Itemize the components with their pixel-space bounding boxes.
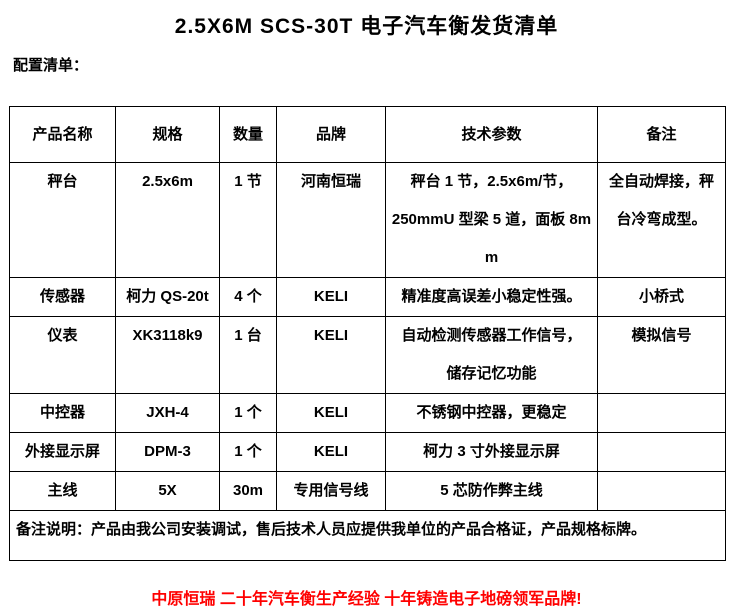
cell-product-name: 中控器 (9, 393, 116, 433)
cell-qty: 4 个 (219, 277, 277, 317)
cell-product-name: 传感器 (9, 277, 116, 317)
cell-params: 秤台 1 节，2.5x6m/节， 250mmU 型梁 5 道，面板 8mm (385, 162, 598, 278)
cell-spec: 柯力 QS-20t (115, 277, 220, 317)
cell-brand: 河南恒瑞 (276, 162, 386, 278)
header-row: 产品名称 规格 数量 品牌 技术参数 备注 (9, 106, 726, 163)
cell-spec: DPM-3 (115, 432, 220, 472)
cell-brand: KELI (276, 316, 386, 394)
cell-spec: XK3118k9 (115, 316, 220, 394)
brand-slogan: 中原恒瑞 二十年汽车衡生产经验 十年铸造电子地磅领军品牌! (151, 591, 582, 608)
footer-note: 备注说明：产品由我公司安装调试，售后技术人员应提供我单位的产品合格证，产品规格标… (9, 510, 726, 561)
column-header-params: 技术参数 (385, 106, 598, 163)
table-row: 中控器 JXH-4 1 个 KELI 不锈钢中控器，更稳定 (9, 393, 726, 433)
cell-product-name: 外接显示屏 (9, 432, 116, 472)
config-table: 产品名称 规格 数量 品牌 技术参数 备注 秤台 2.5x6m 1 节河南恒瑞 秤台 … (9, 106, 726, 561)
cell-note: 全自动焊接，秤 台冷弯成型。 (597, 162, 726, 278)
cell-qty: 1 个 (219, 432, 277, 472)
cell-brand: KELI (276, 277, 386, 317)
cell-note: 模拟信号 (597, 316, 726, 394)
column-header-qty: 数量 (219, 106, 277, 163)
cell-product-name: 秤台 (9, 162, 116, 278)
cell-spec: 5X (115, 471, 220, 511)
cell-note (597, 432, 726, 472)
cell-note: 小桥式 (597, 277, 726, 317)
cell-product-name: 仪表 (9, 316, 116, 394)
cell-note (597, 471, 726, 511)
cell-params: 自动检测传感器工作信号， 储存记忆功能 (385, 316, 598, 394)
table-row: 外接显示屏 DPM-3 1 个 KELI 柯力 3 寸外接显示屏 (9, 432, 726, 472)
table-row: 传感器 柯力 QS-20t 4 个 KELI 精准度高误差小稳定性强。 小桥式 (9, 277, 726, 317)
cell-qty: 1 个 (219, 393, 277, 433)
cell-spec: JXH-4 (115, 393, 220, 433)
cell-brand: KELI (276, 393, 386, 433)
cell-params: 柯力 3 寸外接显示屏 (385, 432, 598, 472)
page-title: 2.5X6M SCS-30T 电子汽车衡发货清单 (174, 15, 559, 38)
column-header-spec: 规格 (115, 106, 220, 163)
footer-note-row: 备注说明：产品由我公司安装调试，售后技术人员应提供我单位的产品合格证，产品规格标… (9, 510, 726, 561)
cell-params: 精准度高误差小稳定性强。 (385, 277, 598, 317)
table-footer: 备注说明：产品由我公司安装调试，售后技术人员应提供我单位的产品合格证，产品规格标… (9, 510, 726, 561)
table-body: 秤台 2.5x6m 1 节河南恒瑞 秤台 1 节，2.5x6m/节， 250mmU 型梁… (9, 162, 726, 511)
table-row: 主线 5X 30m 专用信号线 5 芯防作弊主线 (9, 471, 726, 511)
cell-product-name: 主线 (9, 471, 116, 511)
column-header-product-name: 产品名称 (9, 106, 116, 163)
cell-qty: 1 台 (219, 316, 277, 394)
cell-brand: KELI (276, 432, 386, 472)
cell-params: 不锈钢中控器，更稳定 (385, 393, 598, 433)
cell-note (597, 393, 726, 433)
cell-qty: 1 节 (219, 162, 277, 278)
cell-brand: 专用信号线 (276, 471, 386, 511)
column-header-note: 备注 (597, 106, 726, 163)
table-header: 产品名称 规格 数量 品牌 技术参数 备注 (9, 106, 726, 163)
cell-qty: 30m (219, 471, 277, 511)
column-header-brand: 品牌 (276, 106, 386, 163)
section-label: 配置清单： (13, 57, 89, 74)
cell-spec: 2.5x6m (115, 162, 220, 278)
table-row: 秤台 2.5x6m 1 节河南恒瑞 秤台 1 节，2.5x6m/节， 250mmU 型梁… (9, 162, 726, 278)
cell-params: 5 芯防作弊主线 (385, 471, 598, 511)
table-row: 仪表 XK3118k9 1 台 KELI 自动检测传感器工作信号， 储存记忆功能 模拟信号 (9, 316, 726, 394)
